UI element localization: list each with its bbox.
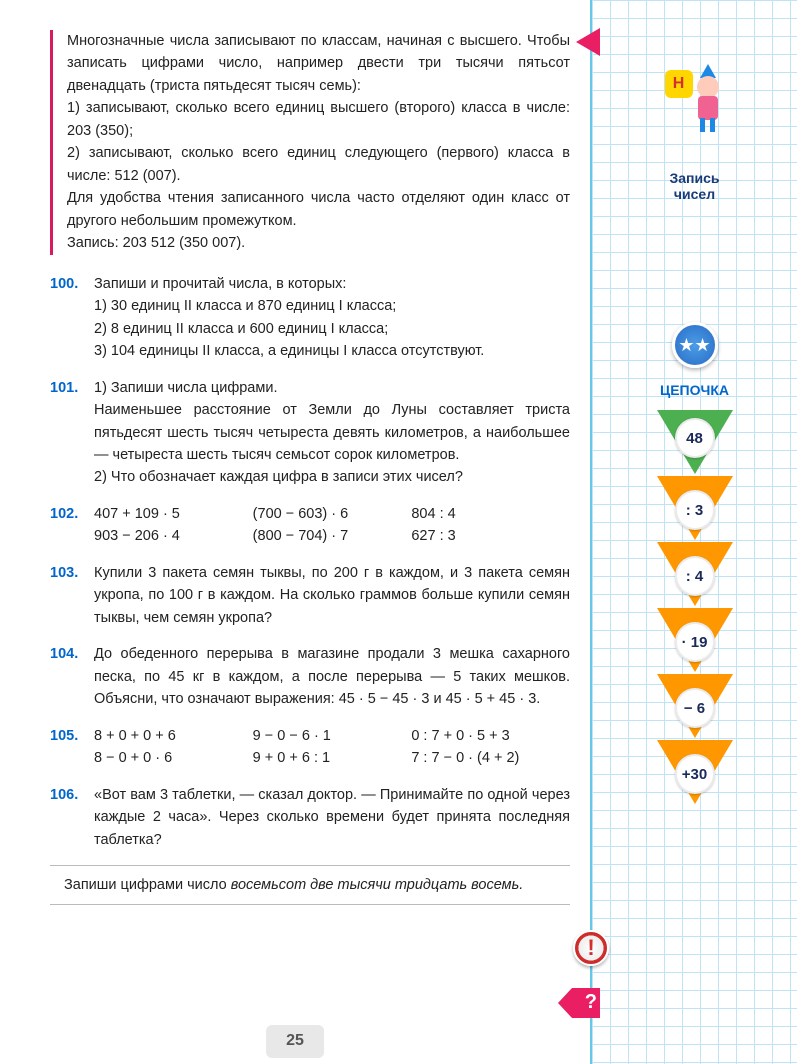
chain: 48 : 3 : 4 · 19 − 6 +30 bbox=[650, 410, 740, 806]
task-num: 106. bbox=[50, 784, 94, 851]
eq: 903 − 206 · 4 bbox=[94, 525, 253, 547]
rule-p4: Для удобства чтения записанного числа ча… bbox=[67, 187, 570, 232]
page-number: 25 bbox=[266, 1025, 324, 1058]
sidebar-label-record: Записьчисел bbox=[592, 170, 797, 202]
eq: 9 − 0 − 6 · 1 bbox=[253, 725, 412, 747]
task-num: 105. bbox=[50, 725, 94, 770]
task-100-l2: 2) 8 единиц II класса и 600 единиц I кла… bbox=[94, 318, 570, 340]
eq: 627 : 3 bbox=[411, 525, 570, 547]
pink-marker-icon bbox=[576, 28, 600, 56]
sidebar: Н Записьчисел ★★ ЦЕПОЧКА 48 : 3 : 4 bbox=[590, 0, 797, 1064]
clown-icon: Н bbox=[665, 70, 725, 150]
chain-node-4: − 6 bbox=[657, 674, 733, 746]
chain-node-0: 48 bbox=[657, 410, 733, 482]
rule-p1: Многозначные числа записывают по классам… bbox=[67, 30, 570, 97]
task-104: 104. До обеденного перерыва в магазине п… bbox=[50, 643, 570, 710]
eq: 8 + 0 + 0 + 6 bbox=[94, 725, 253, 747]
task-num: 104. bbox=[50, 643, 94, 710]
chain-node-1: : 3 bbox=[657, 476, 733, 548]
rule-p5: Запись: 203 512 (350 007). bbox=[67, 232, 570, 254]
chain-node-5: +30 bbox=[657, 740, 733, 812]
task-103-body: Купили 3 пакета семян тыквы, по 200 г в … bbox=[94, 562, 570, 629]
chain-label: ЦЕПОЧКА bbox=[592, 382, 797, 398]
rule-p3: 2) записывают, сколько всего единиц след… bbox=[67, 142, 570, 187]
main-content: Многозначные числа записывают по классам… bbox=[0, 0, 590, 1064]
task-num: 101. bbox=[50, 377, 94, 489]
bottom-pre: Запиши цифрами число bbox=[64, 877, 231, 893]
chain-value: : 3 bbox=[675, 490, 715, 530]
eq: 8 − 0 + 0 · 6 bbox=[94, 747, 253, 769]
chain-value: : 4 bbox=[675, 556, 715, 596]
chain-value: − 6 bbox=[675, 688, 715, 728]
eq: 407 + 109 · 5 bbox=[94, 503, 253, 525]
task-num: 102. bbox=[50, 503, 94, 548]
task-101: 101. 1) Запиши числа цифрами. Наименьшее… bbox=[50, 377, 570, 489]
bottom-it: восемьсот две тысячи тридцать восемь. bbox=[231, 877, 524, 893]
task-106: 106. «Вот вам 3 таблетки, — сказал докто… bbox=[50, 784, 570, 851]
chain-value: 48 bbox=[675, 418, 715, 458]
task-102: 102. 407 + 109 · 5 (700 − 603) · 6 804 :… bbox=[50, 503, 570, 548]
chain-node-3: · 19 bbox=[657, 608, 733, 680]
chain-value: · 19 bbox=[675, 622, 715, 662]
task-100-intro: Запиши и прочитай числа, в которых: bbox=[94, 273, 570, 295]
task-100-l1: 1) 30 единиц II класса и 870 единиц I кл… bbox=[94, 295, 570, 317]
bottom-homework: Запиши цифрами число восемьсот две тысяч… bbox=[50, 865, 570, 905]
question-marker-icon bbox=[558, 988, 572, 1018]
task-100: 100. Запиши и прочитай числа, в которых:… bbox=[50, 273, 570, 363]
task-100-l3: 3) 104 единицы II класса, а единицы I кл… bbox=[94, 340, 570, 362]
eq: 7 : 7 − 0 · (4 + 2) bbox=[411, 747, 570, 769]
eq: 804 : 4 bbox=[411, 503, 570, 525]
task-104-body: До обеденного перерыва в магазине продал… bbox=[94, 643, 570, 710]
task-num: 103. bbox=[50, 562, 94, 629]
task-101-body: Наименьшее расстояние от Земли до Луны с… bbox=[94, 399, 570, 466]
task-101-l1: 1) Запиши числа цифрами. bbox=[94, 377, 570, 399]
exclamation-badge-icon: ! bbox=[573, 930, 609, 966]
star-badge-icon: ★★ bbox=[672, 322, 718, 368]
eq: (800 − 704) · 7 bbox=[253, 525, 412, 547]
task-101-l2: 2) Что обозначает каждая цифра в записи … bbox=[94, 466, 570, 488]
rule-p2: 1) записывают, сколько всего единиц высш… bbox=[67, 97, 570, 142]
question-mark: ? bbox=[585, 991, 597, 1014]
chain-value: +30 bbox=[675, 754, 715, 794]
eq: 0 : 7 + 0 · 5 + 3 bbox=[411, 725, 570, 747]
eq: (700 − 603) · 6 bbox=[253, 503, 412, 525]
task-106-body: «Вот вам 3 таблетки, — сказал доктор. — … bbox=[94, 784, 570, 851]
eq: 9 + 0 + 6 : 1 bbox=[253, 747, 412, 769]
chain-node-2: : 4 bbox=[657, 542, 733, 614]
rule-box: Многозначные числа записывают по классам… bbox=[50, 30, 570, 255]
task-105: 105. 8 + 0 + 0 + 6 9 − 0 − 6 · 1 0 : 7 +… bbox=[50, 725, 570, 770]
task-103: 103. Купили 3 пакета семян тыквы, по 200… bbox=[50, 562, 570, 629]
task-num: 100. bbox=[50, 273, 94, 363]
clown-sign-letter: Н bbox=[665, 70, 693, 98]
